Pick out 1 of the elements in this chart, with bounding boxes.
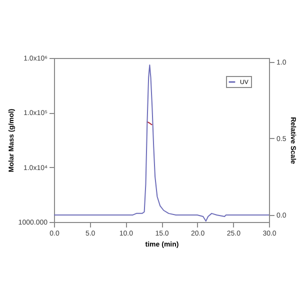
line-series — [54, 64, 269, 222]
